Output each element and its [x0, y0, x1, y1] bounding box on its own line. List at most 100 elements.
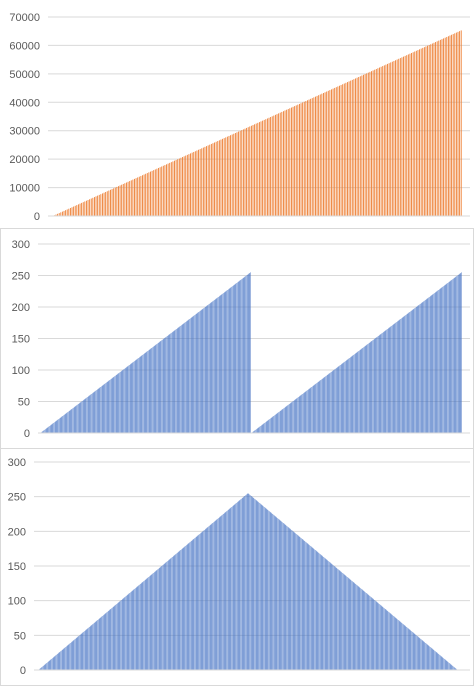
bar — [336, 367, 338, 433]
bar — [233, 284, 235, 433]
bar — [326, 375, 327, 433]
bar — [367, 72, 369, 216]
bar — [382, 606, 384, 670]
bar — [292, 106, 294, 216]
bar — [182, 157, 183, 216]
bar — [116, 604, 117, 670]
bar — [158, 342, 160, 433]
bar — [226, 290, 227, 433]
bar — [94, 391, 96, 433]
bar — [454, 33, 456, 216]
bar — [441, 39, 443, 217]
bar — [434, 293, 435, 433]
bar — [266, 421, 267, 433]
bar — [439, 654, 440, 670]
bar — [239, 130, 241, 216]
bar — [272, 416, 274, 433]
bar — [140, 583, 142, 670]
bar — [312, 386, 313, 433]
bar — [410, 630, 411, 670]
bar — [453, 666, 454, 670]
bar — [166, 336, 167, 433]
bar — [444, 37, 446, 217]
bar — [329, 90, 331, 216]
bar — [219, 295, 221, 433]
bar — [438, 654, 439, 670]
bar — [221, 294, 222, 433]
bar — [135, 588, 136, 670]
bar — [255, 123, 257, 216]
bar — [386, 610, 388, 670]
bar — [291, 529, 292, 670]
bar — [115, 375, 117, 433]
bar — [252, 497, 254, 670]
bar — [160, 341, 161, 433]
bar — [353, 79, 355, 217]
bar — [248, 493, 250, 670]
bar — [297, 397, 298, 433]
bar — [363, 590, 365, 670]
bar — [223, 292, 225, 433]
bar — [205, 306, 207, 433]
bar — [167, 335, 168, 433]
bar — [379, 67, 380, 216]
bar — [94, 197, 95, 216]
bar — [406, 313, 408, 433]
bar — [397, 619, 398, 670]
bar — [375, 601, 377, 670]
bar — [220, 516, 222, 670]
bar — [276, 517, 278, 670]
bar — [121, 184, 123, 216]
bar — [345, 575, 347, 670]
bar — [334, 87, 336, 216]
bar — [411, 631, 412, 670]
bar — [241, 498, 242, 670]
bar — [331, 563, 333, 670]
bar — [67, 645, 69, 670]
bar — [321, 555, 323, 670]
bar — [114, 605, 116, 670]
bar — [159, 567, 161, 670]
bar — [65, 210, 67, 216]
bar — [279, 112, 281, 216]
bar — [184, 322, 185, 433]
bar — [60, 651, 61, 670]
bar — [271, 513, 273, 670]
bar — [156, 344, 157, 433]
y-tick-label: 0 — [20, 665, 26, 677]
bar — [340, 364, 341, 433]
bar — [220, 139, 222, 216]
bar — [283, 523, 285, 670]
bar — [69, 643, 70, 670]
bar — [271, 116, 273, 216]
bar — [260, 426, 261, 433]
bar — [239, 500, 241, 670]
bar — [116, 186, 118, 216]
bar — [147, 351, 148, 433]
bar — [185, 545, 186, 670]
bar — [343, 83, 345, 216]
bar — [79, 203, 81, 216]
bar — [316, 95, 318, 216]
bar — [47, 662, 48, 670]
bar — [374, 338, 376, 433]
bar — [343, 362, 344, 433]
bar — [138, 358, 139, 433]
bar — [71, 641, 73, 670]
bar — [282, 409, 283, 433]
bar — [322, 378, 324, 433]
bar — [190, 153, 191, 216]
bar — [431, 647, 432, 670]
bar — [73, 206, 75, 216]
bar — [349, 358, 350, 433]
bar — [445, 660, 447, 670]
y-tick-label: 30000 — [9, 126, 40, 138]
bar — [206, 146, 207, 216]
bar — [45, 663, 47, 670]
bar — [364, 591, 365, 670]
bar — [180, 325, 181, 433]
bar — [223, 513, 225, 670]
bar — [444, 658, 445, 670]
bar — [378, 603, 379, 670]
bar — [51, 424, 53, 433]
